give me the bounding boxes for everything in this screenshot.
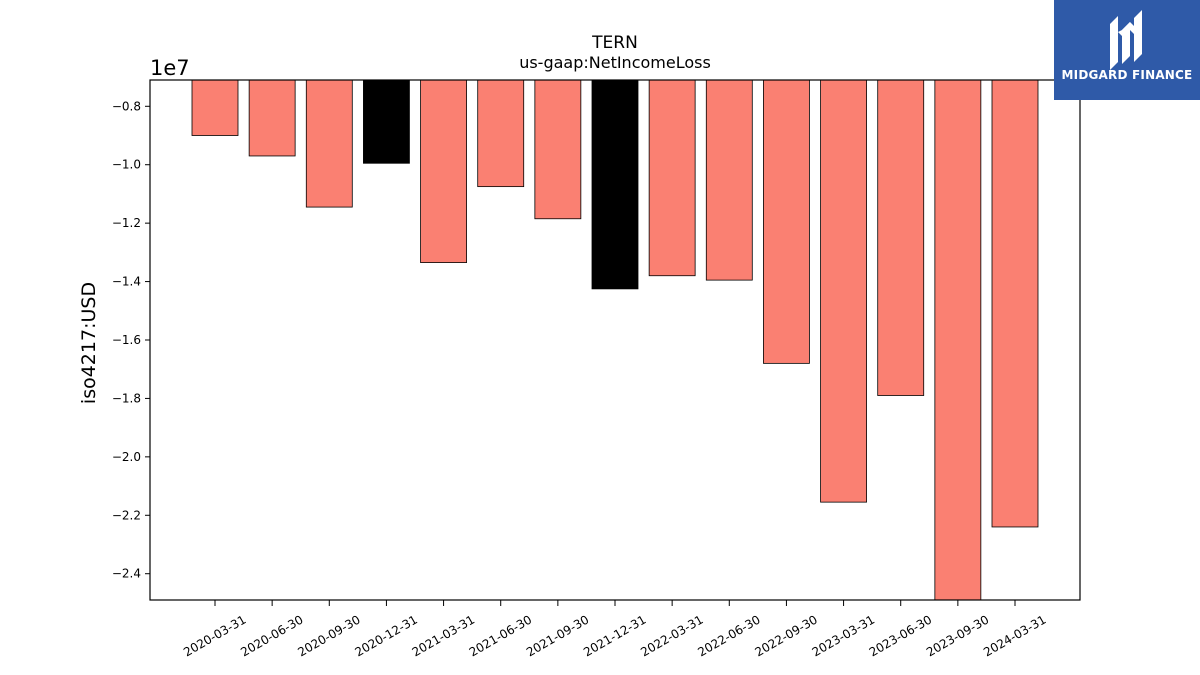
chart-title: TERN: [591, 33, 638, 53]
x-tick-label: 2020-06-30: [238, 612, 305, 659]
x-tick-label: 2022-09-30: [753, 612, 820, 659]
bar-2022-09-30: [763, 79, 810, 364]
x-tick-label: 2020-09-30: [295, 612, 362, 659]
y-tick-label: −0.8: [112, 99, 141, 113]
bar-2021-06-30: [477, 79, 525, 188]
brand-name: MIDGARD FINANCE: [1061, 68, 1193, 82]
x-tick-label: 2021-12-31: [581, 612, 648, 659]
y-tick-label: −2.4: [112, 567, 141, 581]
bar-2022-06-30: [705, 79, 753, 281]
y-tick-label: −2.0: [112, 450, 141, 464]
x-tick-label: 2020-03-31: [181, 612, 248, 659]
x-tick-label: 2022-06-30: [695, 612, 762, 659]
brand-mark-icon: [1110, 10, 1142, 70]
x-tick-label: 2023-06-30: [867, 612, 934, 659]
x-tick-label: 2022-03-31: [638, 612, 705, 659]
y-tick-label: −1.2: [112, 216, 141, 230]
bar-2023-06-30: [877, 79, 925, 396]
y-tick-label: −2.2: [112, 508, 141, 522]
bar-2021-12-31: [591, 79, 639, 290]
bars-group: [191, 79, 1039, 601]
x-tick-label: 2021-03-31: [410, 612, 477, 659]
bar-2021-03-31: [420, 79, 467, 263]
bar-2021-09-30: [534, 79, 582, 220]
bar-2020-03-31: [191, 79, 239, 136]
x-tick-label: 2020-12-31: [353, 612, 420, 659]
x-axis: 2020-03-312020-06-302020-09-302020-12-31…: [181, 600, 1049, 659]
bar-2024-03-31: [991, 79, 1039, 528]
y-axis-label: iso4217:USD: [78, 282, 100, 404]
y-scale-exponent: 1e7: [150, 56, 190, 80]
y-axis: −0.8 −1.0 −1.2 −1.4 −1.6 −1.8 −2.0 −2.2 −2.4: [112, 99, 150, 581]
bar-2022-03-31: [648, 79, 696, 277]
x-tick-label: 2024-03-31: [981, 612, 1048, 659]
chart-subtitle: us-gaap:NetIncomeLoss: [519, 53, 711, 72]
y-tick-label: −1.4: [112, 275, 141, 289]
y-tick-label: −1.6: [112, 333, 141, 347]
x-tick-label: 2023-09-30: [924, 612, 991, 659]
bar-2020-09-30: [305, 79, 353, 208]
bar-2023-03-31: [820, 79, 867, 503]
bar-2023-09-30: [934, 79, 982, 601]
y-tick-label: −1.0: [112, 158, 141, 172]
bar-2020-12-31: [363, 79, 410, 164]
x-tick-label: 2021-09-30: [524, 612, 591, 659]
x-tick-label: 2023-03-31: [810, 612, 877, 659]
y-tick-label: −1.8: [112, 391, 141, 405]
bar-2020-06-30: [248, 79, 296, 157]
x-tick-label: 2021-06-30: [467, 612, 534, 659]
brand-logo: MIDGARD FINANCE: [1054, 0, 1200, 100]
